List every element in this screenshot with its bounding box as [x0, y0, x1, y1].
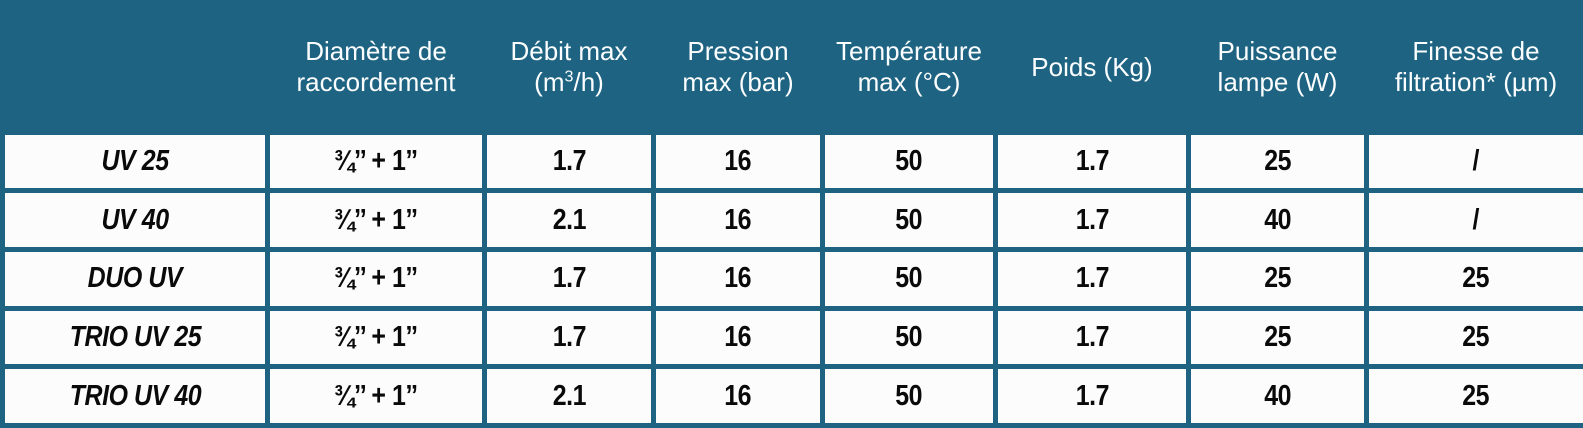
cell-puissance: 40 — [1186, 364, 1369, 428]
cell-model: TRIO UV 25 — [0, 305, 270, 370]
cell-poids: 1.7 — [993, 247, 1191, 311]
cell-finesse: 25 — [1364, 305, 1583, 370]
cell-temperature: 50 — [820, 364, 998, 428]
cell-diametre: ¾’’ + 1’’ — [265, 364, 487, 428]
cell-model: UV 40 — [0, 188, 270, 253]
col-header-debit: Débit max (m3/h) — [482, 0, 656, 135]
cell-pression: 16 — [651, 364, 825, 428]
header-row: Diamètre de raccordement Débit max (m3/h… — [0, 0, 1583, 135]
cell-debit: 1.7 — [482, 247, 656, 311]
cell-pression: 16 — [651, 305, 825, 370]
col-header-model — [0, 0, 270, 135]
col-header-temperature: Température max (°C) — [820, 0, 998, 135]
cell-finesse: 25 — [1364, 247, 1583, 311]
cell-puissance: 25 — [1186, 247, 1369, 311]
col-header-poids: Poids (Kg) — [993, 0, 1191, 135]
cell-model: DUO UV — [0, 247, 270, 311]
cell-poids: 1.7 — [993, 188, 1191, 253]
table-row-trio-uv-40: TRIO UV 40 ¾’’ + 1’’ 2.1 16 50 1.7 40 25 — [0, 364, 1583, 428]
cell-pression: 16 — [651, 247, 825, 311]
debit-label-pre: Débit max (m — [510, 35, 628, 98]
cell-diametre: ¾’’ + 1’’ — [265, 129, 487, 194]
cell-poids: 1.7 — [993, 305, 1191, 370]
debit-label-post: /h) — [573, 67, 604, 98]
table-row-uv25: UV 25 ¾’’ + 1’’ 1.7 16 50 1.7 25 / — [0, 129, 1583, 194]
cell-puissance: 25 — [1186, 305, 1369, 370]
cell-debit: 1.7 — [482, 129, 656, 194]
cell-temperature: 50 — [820, 188, 998, 253]
cell-debit: 2.1 — [482, 188, 656, 253]
cell-puissance: 25 — [1186, 129, 1369, 194]
cell-diametre: ¾’’ + 1’’ — [265, 188, 487, 253]
cell-temperature: 50 — [820, 247, 998, 311]
table-row-trio-uv-25: TRIO UV 25 ¾’’ + 1’’ 1.7 16 50 1.7 25 25 — [0, 305, 1583, 370]
cell-model: UV 25 — [0, 129, 270, 194]
cell-poids: 1.7 — [993, 364, 1191, 428]
cell-pression: 16 — [651, 129, 825, 194]
cell-diametre: ¾’’ + 1’’ — [265, 305, 487, 370]
cell-poids: 1.7 — [993, 129, 1191, 194]
table-row-uv40: UV 40 ¾’’ + 1’’ 2.1 16 50 1.7 40 / — [0, 188, 1583, 253]
col-header-finesse: Finesse de filtration* (µm) — [1364, 0, 1583, 135]
cell-puissance: 40 — [1186, 188, 1369, 253]
cell-temperature: 50 — [820, 305, 998, 370]
cell-temperature: 50 — [820, 129, 998, 194]
col-header-diametre: Diamètre de raccordement — [265, 0, 487, 135]
debit-superscript: 3 — [564, 67, 574, 86]
cell-debit: 1.7 — [482, 305, 656, 370]
cell-finesse: 25 — [1364, 364, 1583, 428]
cell-pression: 16 — [651, 188, 825, 253]
cell-debit: 2.1 — [482, 364, 656, 428]
col-header-pression: Pression max (bar) — [651, 0, 825, 135]
cell-finesse: / — [1364, 188, 1583, 253]
cell-diametre: ¾’’ + 1’’ — [265, 247, 487, 311]
table-row-duo-uv: DUO UV ¾’’ + 1’’ 1.7 16 50 1.7 25 25 — [0, 247, 1583, 311]
col-header-puissance: Puissance lampe (W) — [1186, 0, 1369, 135]
cell-finesse: / — [1364, 129, 1583, 194]
cell-model: TRIO UV 40 — [0, 364, 270, 428]
